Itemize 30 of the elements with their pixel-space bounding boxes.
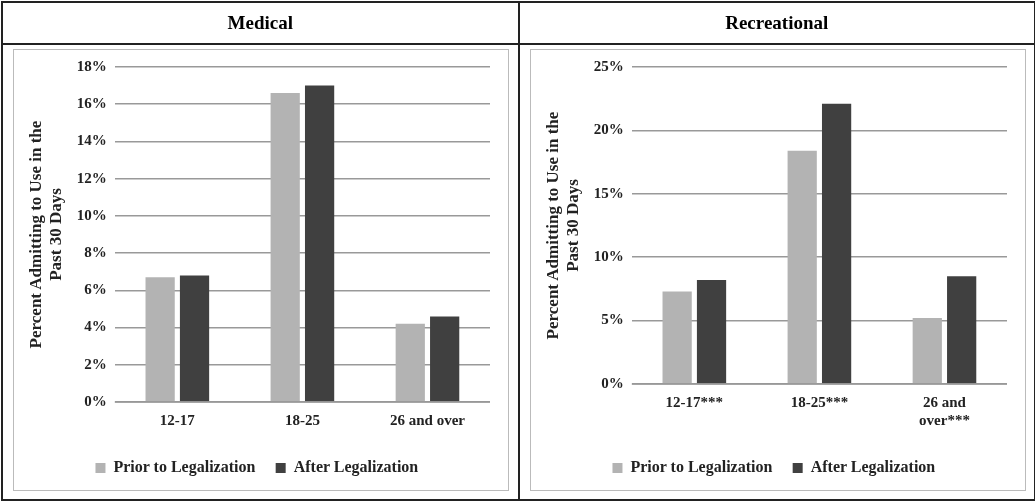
y-tick-label: 0%	[84, 392, 107, 409]
y-tick-label: 20%	[593, 121, 624, 138]
y-tick-label: 0%	[600, 374, 624, 391]
y-tick-label: 10%	[76, 206, 107, 223]
y-axis-title: Percent Admitting to Use in the Past 30 Days	[542, 111, 582, 340]
x-tick-label: 18-25***	[790, 393, 848, 410]
chart-title: Recreational	[519, 3, 1034, 45]
chart-title: Medical	[3, 3, 518, 45]
y-tick-label: 5%	[600, 311, 624, 328]
y-tick-label: 8%	[84, 243, 107, 260]
x-tick-label: 18-25	[284, 411, 320, 428]
legend-label: Prior to Legalization	[629, 458, 772, 477]
x-tick-label: 26 and over***	[918, 393, 970, 428]
x-tick-label: 12-17	[159, 411, 196, 428]
x-tick-label: 26 and over	[389, 411, 466, 428]
y-tick-label: 14%	[76, 132, 107, 149]
y-tick-label: 10%	[593, 248, 624, 265]
legend-label: After Legalization	[293, 458, 419, 477]
legend-label: Prior to Legalization	[113, 458, 256, 477]
y-axis-title: Percent Admitting to Use in the Past 30 Days	[25, 120, 65, 349]
y-tick-label: 2%	[84, 355, 107, 372]
y-tick-label: 25%	[593, 57, 624, 74]
y-tick-label: 12%	[76, 169, 107, 186]
y-tick-label: 16%	[76, 95, 107, 112]
y-tick-label: 6%	[84, 281, 107, 298]
legend-label: After Legalization	[810, 458, 935, 477]
y-tick-label: 18%	[76, 57, 107, 74]
y-tick-label: 4%	[84, 318, 107, 335]
x-tick-label: 12-17***	[665, 393, 723, 410]
y-tick-label: 15%	[593, 184, 624, 201]
